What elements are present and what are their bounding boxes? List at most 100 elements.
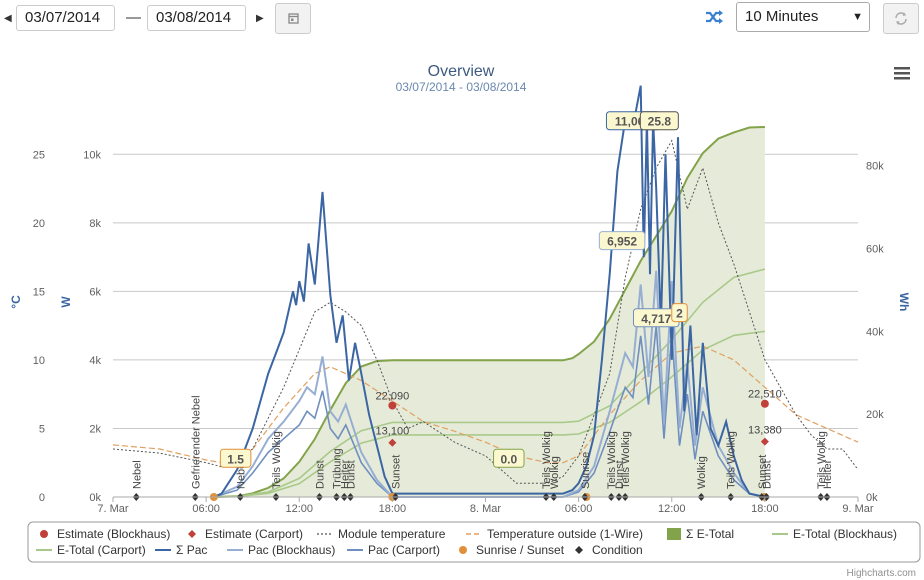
condition-label: Sunset (757, 455, 769, 489)
date-separator: — (126, 9, 141, 26)
estimate-blockhaus-point (388, 401, 397, 410)
legend-item-label[interactable]: Sunrise / Sunset (476, 543, 565, 557)
x-tick-label: 9. Mar (842, 503, 874, 515)
w-tick-label: 2k (89, 423, 101, 435)
condition-label: Teils Wolkig (620, 431, 632, 489)
wh-axis-title: Wh (897, 293, 911, 312)
estimate-carport-point (760, 437, 769, 446)
caret-right-icon[interactable]: ▶ (256, 13, 264, 24)
condition-label: Heiter (339, 459, 351, 489)
estimate-blockhaus-label: 22,090 (376, 390, 410, 402)
condition-label: Sunset (390, 455, 402, 489)
condition-label: Heiter (822, 459, 834, 489)
pac-carport-line (213, 325, 766, 498)
chart-title: Overview (428, 63, 495, 80)
legend-item-label[interactable]: Condition (592, 543, 643, 557)
temp-tick-label: 15 (33, 286, 45, 298)
annotation-label: 4,717 (641, 312, 671, 326)
legend-item-label[interactable]: Pac (Carport) (368, 543, 440, 557)
condition-label: Trübung (332, 448, 344, 489)
legend-symbol (459, 546, 467, 554)
temp-tick-label: 25 (33, 149, 45, 161)
condition-label: Sunrise (580, 452, 592, 489)
condition-label: Teils Wolkig (541, 431, 553, 489)
e-total-sum-line (213, 126, 765, 498)
wh-tick-label: 80k (866, 161, 884, 173)
w-tick-label: 8k (89, 218, 101, 230)
annotation-label: 2 (676, 307, 683, 321)
module-temperature-line (112, 139, 859, 484)
estimate-blockhaus-point (760, 399, 769, 408)
x-tick-label: 18:00 (751, 503, 779, 515)
w-tick-label: 6k (89, 286, 101, 298)
annotation-box (219, 448, 252, 468)
estimate-carport-label: 13,380 (748, 425, 782, 437)
temp-tick-label: 5 (39, 423, 45, 435)
w-axis-title: W (59, 296, 73, 308)
credits[interactable]: Highcharts.com (847, 568, 916, 579)
legend-item-label[interactable]: Estimate (Carport) (205, 527, 303, 541)
condition-label: Nebel (131, 460, 143, 489)
interval-value: 10 Minutes (745, 8, 819, 25)
temp-axis-title: °C (9, 295, 23, 309)
x-tick-label: 06:00 (192, 503, 220, 515)
chevron-down-icon: ▼ (852, 11, 863, 23)
overview-chart: Overview 03/07/2014 - 03/08/2014 7. Mar 0… (9, 60, 921, 579)
caret-left-icon[interactable]: ◀ (4, 13, 12, 24)
x-tick-label: 8. Mar (470, 503, 502, 515)
legend-item-label[interactable]: Σ E-Total (686, 527, 734, 541)
w-tick-label: 10k (83, 149, 101, 161)
temp-tick-label: 20 (33, 218, 45, 230)
legend-symbol (188, 530, 196, 538)
legend-symbol (667, 528, 681, 540)
legend-item-label[interactable]: E-Total (Carport) (57, 543, 146, 557)
estimate-carport-label: 13,100 (376, 426, 410, 438)
refresh-icon (895, 12, 907, 25)
x-tick-label: 18:00 (379, 503, 407, 515)
condition-label: Teils Wolkig (271, 431, 283, 489)
estimate-carport-point (388, 438, 397, 447)
annotation-label: 0.0 (500, 452, 517, 466)
annotation-box (639, 111, 679, 131)
w-tick-label: 4k (89, 355, 101, 367)
interval-select[interactable]: 10 Minutes ▼ (736, 2, 870, 32)
wh-tick-label: 40k (866, 326, 884, 338)
legend-item-label[interactable]: E-Total (Blockhaus) (793, 527, 897, 541)
condition-label: Dunst (614, 460, 626, 489)
condition-label: Dunst (345, 460, 357, 489)
e-total-sum-area (213, 127, 765, 497)
temp-tick-label: 10 (33, 355, 45, 367)
estimate-blockhaus-label: 22,510 (748, 389, 782, 401)
condition-label: Gefrierender Nebel (190, 395, 202, 489)
hamburger-menu-icon[interactable] (886, 60, 916, 84)
e-total-blockhaus-line (213, 268, 766, 498)
condition-label: Dunst (761, 460, 773, 489)
shuffle-icon[interactable] (705, 9, 723, 25)
condition-label: Wolkig (696, 456, 708, 489)
legend-item-label[interactable]: Module temperature (338, 527, 446, 541)
legend-item-label[interactable]: Estimate (Blockhaus) (57, 527, 170, 541)
calendar-button[interactable] (275, 3, 311, 34)
legend-box (27, 521, 921, 563)
annotation-box (493, 448, 525, 468)
annotation-label: 6,952 (607, 235, 637, 249)
x-tick-label: 12:00 (658, 503, 686, 515)
pac-sum-line (213, 85, 766, 498)
wh-tick-label: 60k (866, 243, 884, 255)
date-from-input[interactable]: 03/07/2014 (16, 5, 115, 31)
date-to-input[interactable]: 03/08/2014 (147, 5, 246, 31)
legend-symbol (40, 530, 48, 538)
pac-blockhaus-line (213, 270, 766, 498)
legend-item-label[interactable]: Pac (Blockhaus) (248, 543, 335, 557)
legend-item-label[interactable]: Σ Pac (176, 543, 207, 557)
x-tick-label: 06:00 (565, 503, 593, 515)
legend-symbol (575, 546, 583, 554)
legend-item-label[interactable]: Temperature outside (1-Wire) (487, 527, 643, 541)
condition-label: Teils Wolkig (816, 431, 828, 489)
w-tick-label: 0k (89, 492, 101, 504)
x-tick-label: 7. Mar (97, 503, 129, 515)
chart-subtitle: 03/07/2014 - 03/08/2014 (396, 80, 527, 94)
toolbar: ◀ 03/07/2014 — 03/08/2014 ▶ 10 Minutes ▼ (0, 0, 924, 40)
refresh-button[interactable] (883, 3, 919, 34)
annotation-label: 25.8 (648, 115, 672, 129)
